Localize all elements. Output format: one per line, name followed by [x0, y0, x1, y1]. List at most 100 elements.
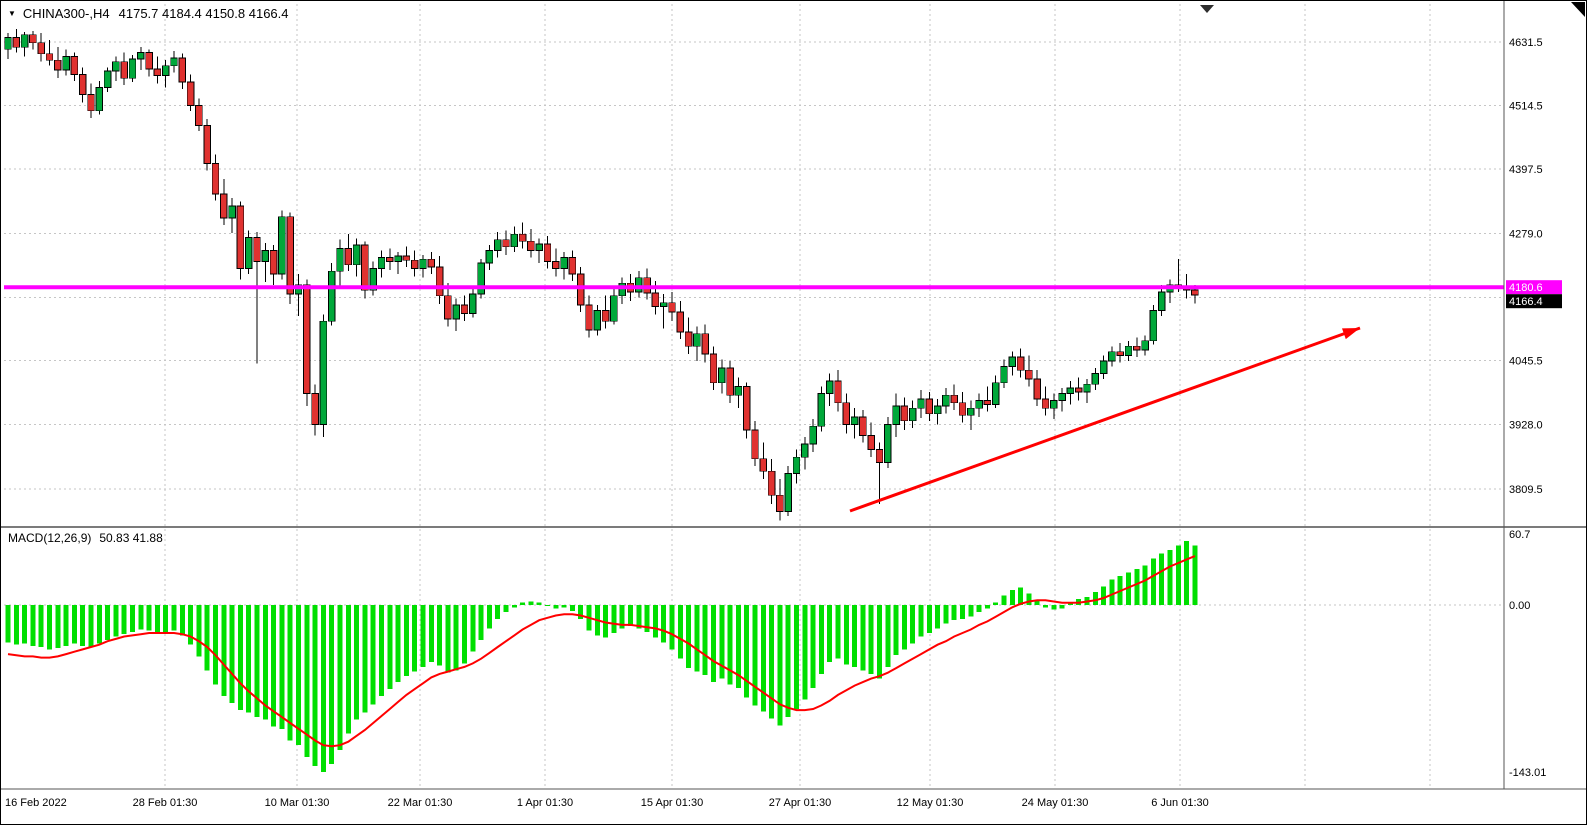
macd-histogram-bar: [511, 605, 517, 608]
macd-histogram-bar: [769, 605, 775, 719]
one-click-trading-toggle[interactable]: ▼: [8, 8, 16, 18]
macd-histogram-bar: [918, 605, 924, 637]
macd-histogram-bar: [636, 605, 642, 629]
time-axis[interactable]: 16 Feb 2022 28 Feb 01:30 10 Mar 01:30 22 Ma…: [5, 797, 1209, 809]
macd-histogram-bar: [810, 605, 816, 688]
macd-histogram-bar: [1126, 572, 1131, 605]
candle-down: [54, 59, 62, 71]
macd-axis-label: 0.00: [1509, 600, 1530, 612]
macd-layer: [5, 540, 1198, 773]
macd-histogram-bar: [428, 605, 434, 663]
macd-histogram-bar: [370, 605, 376, 705]
macd-histogram-bar: [1159, 553, 1165, 605]
candle-up: [103, 70, 112, 88]
macd-histogram-bar: [993, 602, 999, 605]
chart-shift-marker[interactable]: [1200, 5, 1214, 13]
macd-histogram-bar: [1184, 540, 1190, 605]
macd-histogram-bar: [163, 605, 169, 632]
candle-down: [269, 250, 278, 275]
macd-histogram-bar: [1101, 586, 1107, 605]
window-corner-marker: [1571, 2, 1585, 17]
macd-histogram-bar: [1092, 592, 1098, 605]
candle-down: [37, 42, 45, 55]
candle-down: [386, 257, 394, 262]
macd-histogram-bar: [752, 605, 758, 706]
candle-down: [178, 57, 186, 83]
candle-up: [850, 416, 859, 425]
price-axis-label: 4279.0: [1509, 229, 1543, 241]
candle-down: [867, 435, 875, 450]
macd-histogram-bar: [337, 605, 343, 750]
macd-histogram-bar: [1009, 589, 1015, 605]
macd-histogram-bar: [619, 605, 625, 629]
macd-histogram-bar: [121, 605, 127, 635]
macd-histogram-bar: [968, 605, 974, 617]
time-axis-label: 22 Mar 01:30: [388, 797, 453, 809]
candle-down: [1075, 387, 1083, 393]
candle-up: [1050, 400, 1058, 409]
candle-down: [311, 393, 319, 425]
macd-histogram-bar: [320, 605, 326, 773]
candle-down: [203, 125, 211, 164]
candle-up: [137, 52, 145, 60]
candle-up: [95, 87, 103, 112]
macd-histogram-bar: [5, 605, 11, 643]
candle-down: [1116, 351, 1124, 356]
macd-histogram-bar: [545, 605, 550, 607]
candle-down: [120, 61, 128, 79]
macd-histogram-bar: [561, 605, 567, 608]
macd-histogram-bar: [760, 605, 766, 712]
macd-histogram-bar: [262, 605, 268, 720]
macd-histogram-bar: [877, 605, 882, 679]
candle-down: [460, 304, 469, 315]
price-axis[interactable]: 4631.5 4514.5 4397.5 4279.0 4045.5 3928.0 3809…: [1506, 37, 1562, 779]
trend-arrow-line[interactable]: [849, 326, 1361, 513]
candle-down: [211, 163, 220, 195]
macd-histogram-bar: [1034, 600, 1040, 605]
candle-up: [892, 405, 900, 425]
candle-down: [29, 34, 37, 44]
macd-histogram-bar: [1026, 593, 1032, 605]
time-axis-label: 27 Apr 01:30: [769, 797, 831, 809]
trend-arrow-head: [1342, 328, 1360, 340]
macd-histogram-bar: [1001, 595, 1007, 605]
macd-histogram-bar: [935, 605, 941, 629]
macd-histogram-bar: [644, 605, 650, 632]
candle-down: [651, 292, 660, 307]
candle-up: [1124, 345, 1133, 356]
annotations-layer[interactable]: [4, 285, 1504, 513]
candle-down: [577, 273, 585, 306]
candle-down: [70, 56, 79, 75]
candle-down: [286, 216, 294, 295]
candle-down: [1033, 378, 1041, 400]
candle-down: [444, 295, 452, 320]
time-axis-label: 16 Feb 2022: [5, 797, 67, 809]
macd-histogram-bar: [1142, 565, 1148, 605]
macd-histogram-bar: [470, 605, 476, 652]
macd-histogram-bar: [437, 605, 443, 666]
candle-down: [726, 367, 734, 396]
candle-down: [45, 53, 54, 61]
candle-up: [635, 277, 643, 293]
candle-up: [1141, 340, 1149, 351]
candle-up: [693, 333, 701, 347]
macd-histogram-bar: [1059, 605, 1065, 609]
candle-down: [87, 94, 95, 112]
time-axis-label: 15 Apr 01:30: [641, 797, 703, 809]
candle-down: [502, 239, 510, 248]
candle-up: [933, 405, 942, 415]
candle-up: [112, 61, 120, 72]
candle-up: [1158, 291, 1166, 311]
macd-axis-label: 60.7: [1509, 529, 1530, 541]
candle-down: [552, 261, 560, 269]
macd-histogram-bar: [1134, 568, 1140, 605]
macd-histogram-bar: [362, 605, 368, 713]
candle-down: [12, 36, 20, 48]
candle-up: [917, 398, 925, 409]
macd-histogram-bar: [536, 602, 542, 605]
candle-down: [983, 400, 992, 405]
macd-histogram-bar: [868, 605, 874, 674]
macd-histogram-bar: [628, 605, 633, 627]
candle-up: [1149, 309, 1158, 342]
